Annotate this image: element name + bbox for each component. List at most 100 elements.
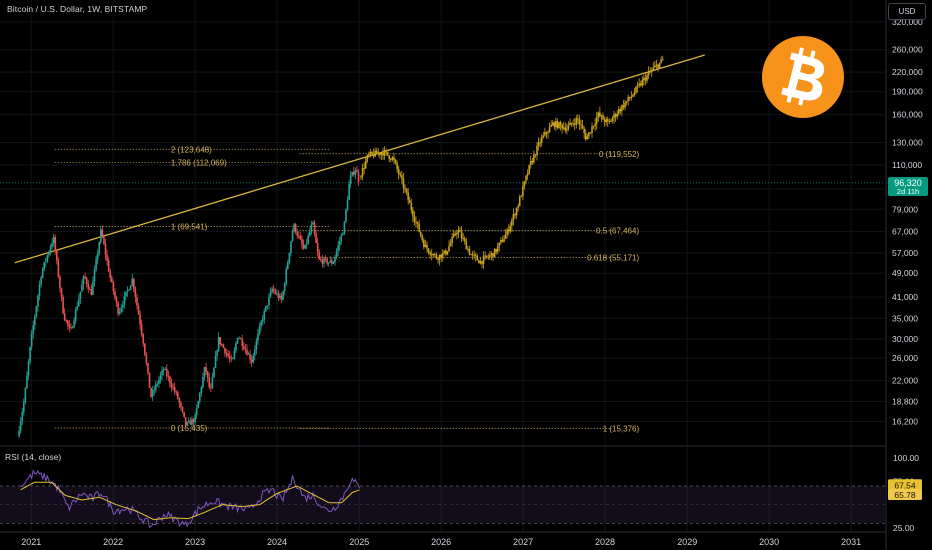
- candle: [291, 230, 294, 242]
- candle: [296, 232, 299, 236]
- candle: [103, 236, 105, 244]
- projection-candle: [583, 128, 585, 134]
- rsi-ma-line: [20, 481, 360, 521]
- candle: [334, 257, 336, 263]
- projection-candle: [628, 97, 631, 99]
- projection-candle: [361, 167, 364, 177]
- candle: [104, 243, 107, 255]
- candle: [293, 224, 295, 231]
- projection-candle: [380, 153, 383, 155]
- candle: [189, 420, 192, 425]
- candle: [70, 327, 72, 329]
- candle: [287, 261, 289, 269]
- candle: [247, 353, 250, 355]
- projection-candle: [484, 255, 486, 257]
- projection-candle: [492, 253, 494, 257]
- candle: [228, 356, 231, 359]
- candle: [150, 387, 152, 397]
- candle: [172, 387, 174, 389]
- candle: [246, 349, 248, 355]
- candle: [122, 304, 124, 308]
- symbol-title[interactable]: Bitcoin / U.S. Dollar, 1W, BITSTAMP: [7, 4, 148, 14]
- candle: [178, 398, 181, 403]
- candle: [84, 276, 86, 278]
- candle: [169, 376, 171, 384]
- candle: [280, 295, 283, 300]
- x-tick-label: 2023: [185, 537, 205, 547]
- projection-candle: [507, 229, 510, 232]
- projection-candle: [603, 119, 606, 123]
- candle: [346, 199, 349, 210]
- y-tick-label: 18,800: [892, 397, 918, 407]
- projection-candle: [611, 118, 614, 122]
- projection-candle: [632, 95, 634, 97]
- candle: [186, 422, 189, 426]
- projection-candle: [592, 125, 595, 127]
- candle: [93, 269, 96, 282]
- projection-candle: [366, 155, 369, 161]
- rsi-indicator-title[interactable]: RSI (14, close): [5, 452, 62, 462]
- bitcoin-logo-icon: [762, 36, 844, 118]
- current-price-value: 96,320: [894, 177, 922, 188]
- projection-candle: [652, 67, 655, 70]
- candle: [33, 316, 36, 326]
- projection-candle: [564, 127, 567, 131]
- projection-candle: [566, 128, 568, 131]
- projection-candle: [460, 231, 463, 239]
- candle: [137, 305, 140, 315]
- candle: [351, 171, 354, 176]
- candle: [265, 306, 267, 311]
- candle: [268, 296, 270, 306]
- fib-left-label: 1.786 (112,069): [171, 158, 227, 167]
- candles: [18, 166, 360, 438]
- projection-candle: [394, 159, 397, 163]
- projection-candle: [569, 122, 571, 126]
- rsi-value-badge: [888, 479, 922, 491]
- candle: [117, 302, 119, 314]
- projection-candle: [423, 240, 425, 247]
- projection-candle: [495, 249, 497, 252]
- candle: [254, 349, 256, 356]
- candle: [192, 419, 195, 423]
- projection-candle: [364, 160, 367, 169]
- candle: [250, 359, 253, 363]
- candle: [225, 353, 228, 355]
- projection-candle: [644, 77, 647, 81]
- projection-candle: [385, 150, 387, 152]
- candle: [153, 389, 156, 391]
- candle: [329, 260, 332, 263]
- candle: [191, 419, 193, 425]
- projection-candle: [449, 242, 452, 246]
- trendline[interactable]: [14, 54, 705, 264]
- candle: [249, 353, 251, 360]
- candle: [232, 358, 234, 360]
- candle: [140, 324, 143, 335]
- candle: [100, 229, 102, 243]
- candle: [194, 415, 196, 423]
- candle: [324, 258, 327, 260]
- projection-candle: [416, 222, 419, 224]
- candle: [32, 325, 35, 334]
- x-tick-label: 2025: [349, 537, 369, 547]
- candle: [76, 306, 79, 310]
- candle: [177, 392, 179, 399]
- candle: [279, 295, 281, 298]
- candle: [321, 259, 324, 264]
- projection-candles: [360, 55, 664, 269]
- projection-candle: [430, 254, 433, 256]
- candle: [164, 368, 167, 370]
- candle: [68, 324, 71, 328]
- projection-candle: [404, 187, 406, 190]
- candle: [353, 171, 355, 175]
- currency-button[interactable]: USD: [888, 3, 926, 20]
- candle: [236, 338, 239, 344]
- projection-candle: [586, 136, 589, 140]
- candle: [107, 260, 110, 272]
- projection-candle: [649, 71, 651, 73]
- candle: [52, 237, 55, 244]
- projection-candle: [379, 153, 381, 155]
- projection-candle: [624, 102, 626, 108]
- candle: [73, 320, 75, 328]
- projection-candle: [454, 233, 457, 235]
